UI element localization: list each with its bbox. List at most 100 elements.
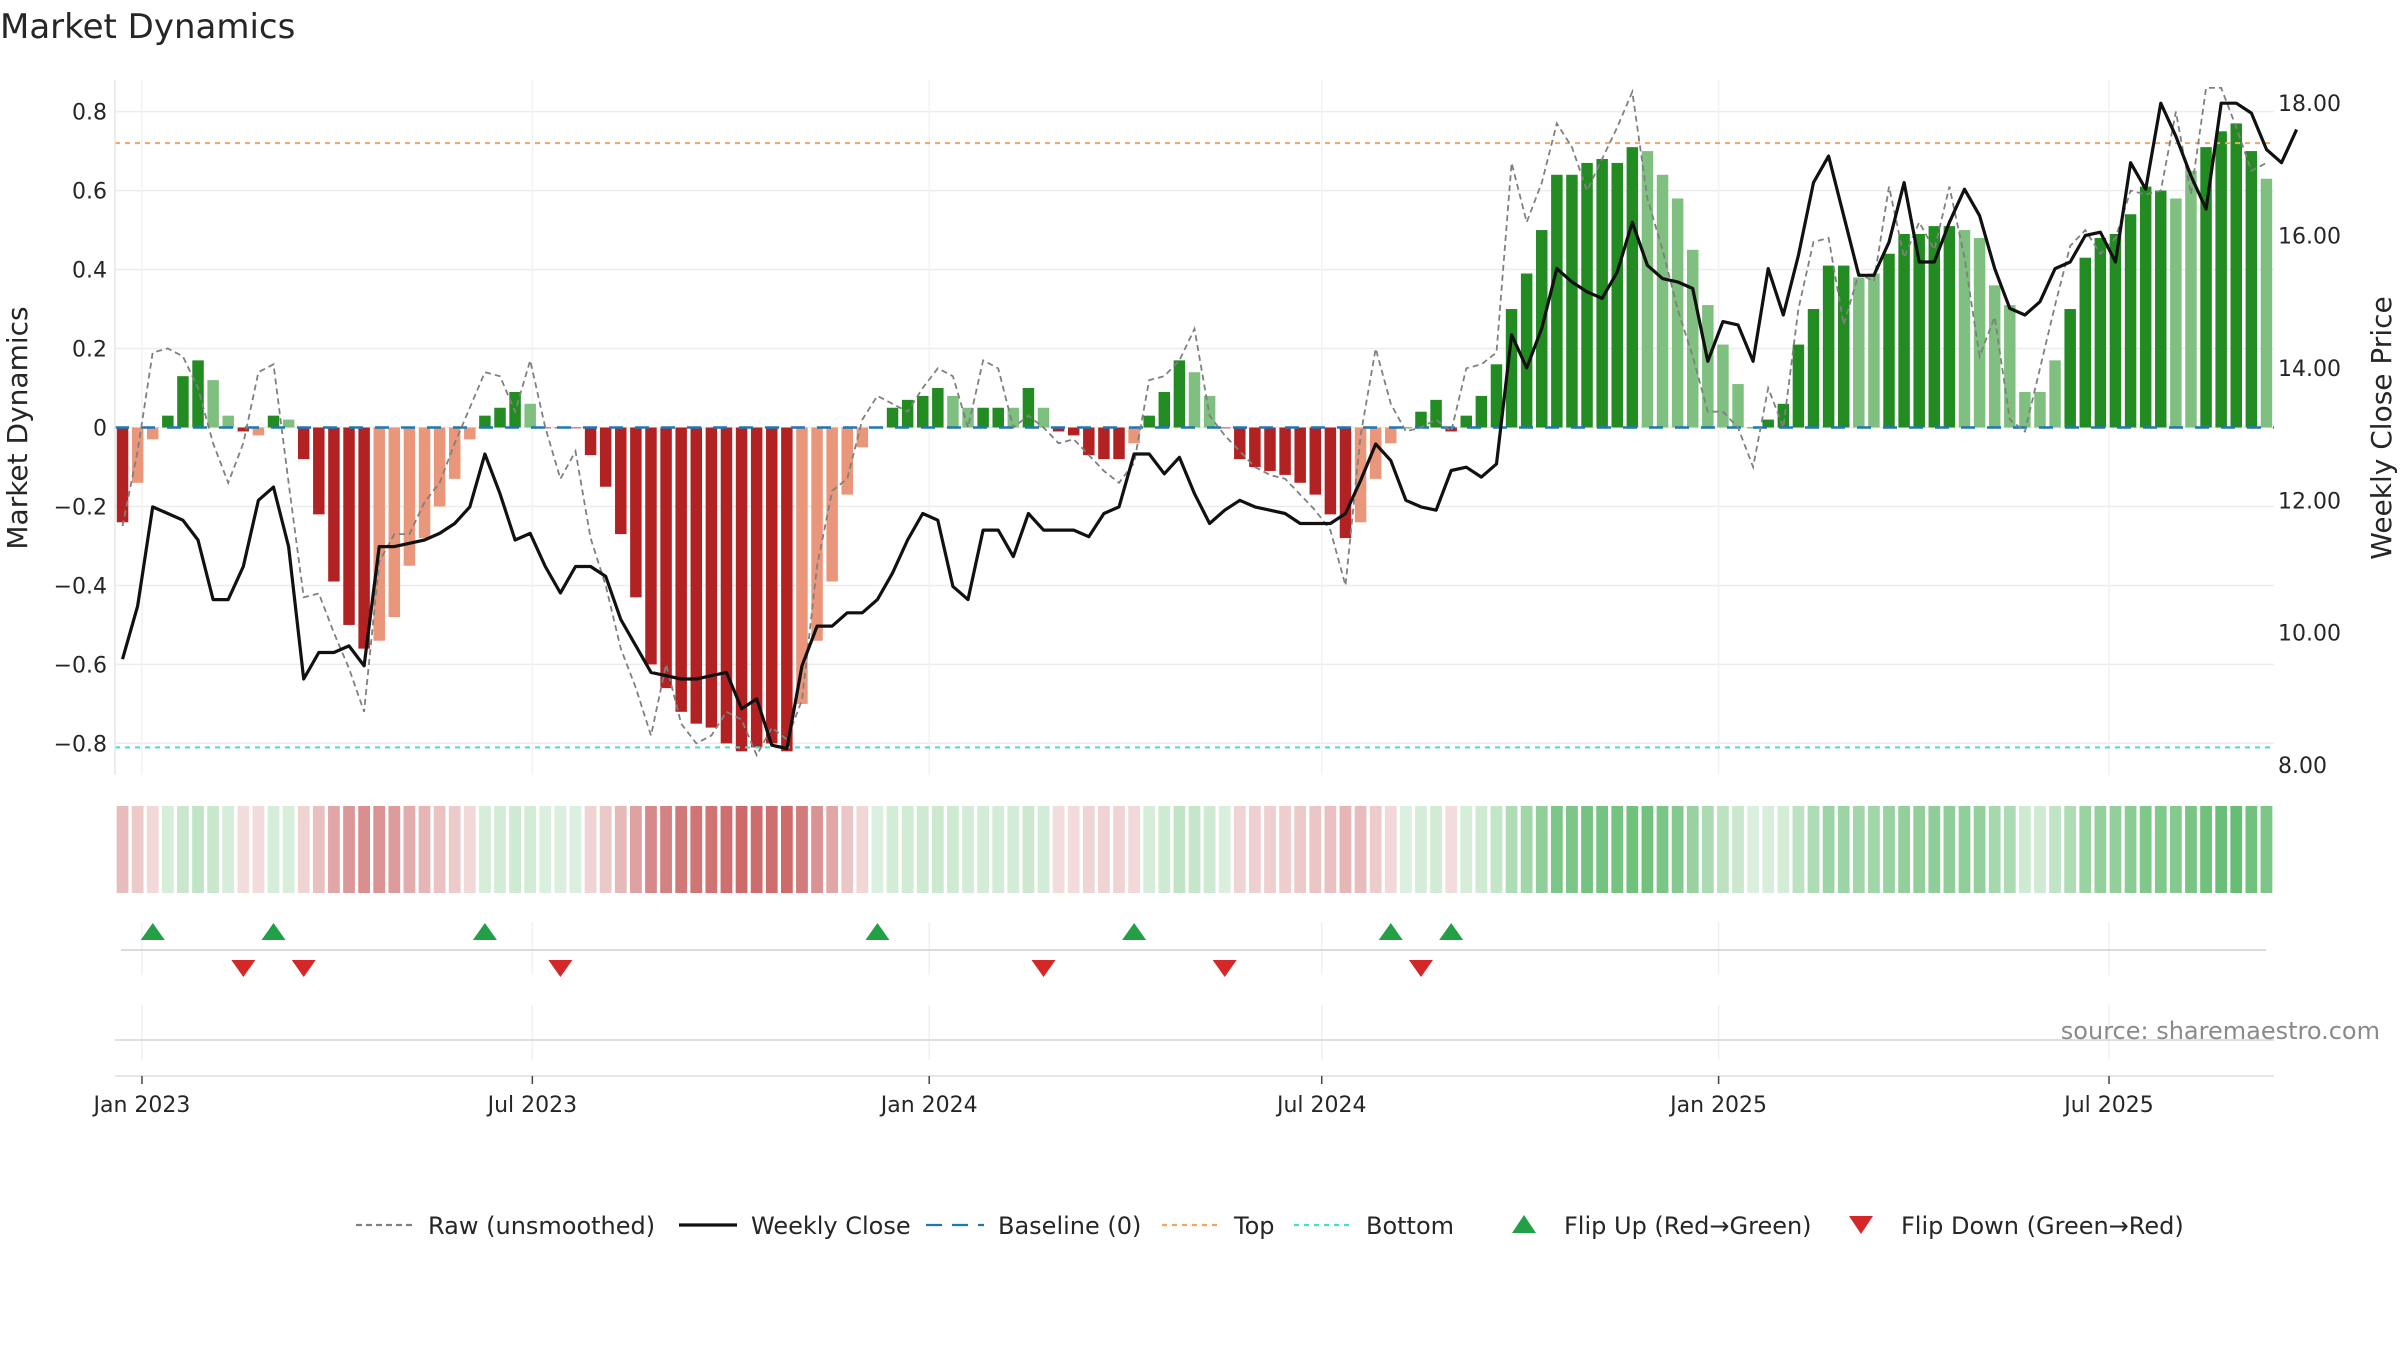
y2-tick-label: 14.00 <box>2278 357 2341 382</box>
heat-cell <box>1777 806 1790 893</box>
flip-down-marker <box>1408 960 1433 977</box>
dynamics-bar <box>448 427 461 479</box>
dynamics-bar <box>1883 253 1895 428</box>
dynamics-bar <box>1007 407 1020 428</box>
heat-cell <box>1264 806 1276 893</box>
y-axis-title: Market Dynamics <box>1 306 34 549</box>
flip-up-marker <box>1378 923 1403 940</box>
heat-cell <box>222 806 235 893</box>
heat-cell <box>1807 806 1820 893</box>
flip-up-marker <box>261 923 286 940</box>
dynamics-bar <box>2079 257 2092 428</box>
dynamics-bar <box>313 427 325 515</box>
bars <box>116 123 2273 752</box>
heat-cell <box>1747 806 1760 893</box>
dynamics-bar <box>2109 234 2122 428</box>
dynamics-bar <box>1430 399 1442 428</box>
dynamics-bar <box>328 427 340 582</box>
heat-cell <box>403 806 416 893</box>
heat-cell <box>2049 806 2061 893</box>
heat-cell <box>1566 806 1578 893</box>
dynamics-bar <box>917 395 929 428</box>
dynamics-bar <box>2034 391 2046 428</box>
heat-cell <box>962 806 974 893</box>
legend: Raw (unsmoothed) Weekly Close Baseline (0)… <box>356 1212 2184 1240</box>
heat-cell <box>1883 806 1895 893</box>
y2-tick-label: 16.00 <box>2278 225 2341 250</box>
heat-cell <box>1399 806 1412 893</box>
price-line <box>120 101 2299 751</box>
heat-cell <box>614 806 627 893</box>
dynamics-bar <box>1822 265 1835 428</box>
flip-up-marker <box>865 923 890 940</box>
dynamics-bar <box>539 427 552 429</box>
heat-cell <box>1701 806 1714 893</box>
heat-cell <box>1852 806 1865 893</box>
dynamics-bar <box>1188 372 1201 428</box>
heat-cell <box>1656 806 1669 893</box>
heat-cell <box>2230 806 2243 893</box>
heat-cell <box>433 806 446 893</box>
dynamics-bar <box>2124 214 2137 428</box>
dynamics-bar <box>1264 427 1276 471</box>
heat-cell <box>841 806 854 893</box>
heat-cell <box>735 806 748 893</box>
heat-cell <box>1505 806 1518 893</box>
heat-cell <box>1415 806 1427 893</box>
heat-cell <box>161 806 174 893</box>
heat-cell <box>1294 806 1307 893</box>
heat-cell <box>1671 806 1684 893</box>
flip-down-marker <box>231 960 256 977</box>
dynamics-bar <box>1898 234 1910 428</box>
heat-cell <box>977 806 990 893</box>
heat-cell <box>1490 806 1503 893</box>
chart-title: Market Dynamics <box>0 7 295 47</box>
heat-cell <box>207 806 220 893</box>
heat-cell <box>177 806 189 893</box>
heat-cell <box>1732 806 1744 893</box>
legend-label: Bottom <box>1366 1212 1454 1240</box>
heat-cell <box>1822 806 1835 893</box>
heat-cell <box>1203 806 1216 893</box>
heat-cell <box>780 806 793 893</box>
legend-label: Raw (unsmoothed) <box>428 1212 655 1240</box>
dynamics-bar <box>1520 273 1533 428</box>
heat-cell <box>750 806 763 893</box>
dynamics-bar <box>1460 415 1472 428</box>
heat-cell <box>328 806 340 893</box>
dynamics-bar <box>1415 411 1427 428</box>
raw-line <box>121 87 2267 758</box>
dynamics-bar <box>901 399 914 428</box>
heat-cell <box>524 806 537 893</box>
heat-cell <box>645 806 657 893</box>
heat-cell <box>1460 806 1473 893</box>
dynamics-bar <box>1052 427 1065 432</box>
dynamics-bar <box>1868 273 1880 428</box>
heat-cell <box>1143 806 1156 893</box>
dynamics-bar <box>2064 309 2076 428</box>
dynamics-bar <box>1385 427 1397 444</box>
heat-cell <box>871 806 884 893</box>
dynamics-bar <box>1853 277 1865 428</box>
heat-cell <box>796 806 808 893</box>
heat-cell <box>463 806 476 893</box>
heat-cell <box>1596 806 1609 893</box>
heat-cell <box>2200 806 2212 893</box>
heat-cell <box>1324 806 1337 893</box>
dynamics-bar <box>1717 344 1729 428</box>
dynamics-bar <box>1113 427 1125 460</box>
heat-cell <box>1052 806 1065 893</box>
legend-label: Weekly Close <box>751 1212 911 1240</box>
dynamics-bar <box>1702 305 1714 428</box>
dynamics-bar <box>1128 427 1140 444</box>
heat-cell <box>2109 806 2122 893</box>
dynamics-bar <box>1656 174 1669 428</box>
heat-strip <box>116 806 2273 893</box>
heat-cell <box>1218 806 1231 893</box>
x-tick-label: Jul 2024 <box>1275 1093 1367 1118</box>
x-tick-label: Jul 2023 <box>486 1093 578 1118</box>
dynamics-bar <box>1551 174 1563 428</box>
dynamics-bar <box>932 388 944 428</box>
heat-cell <box>539 806 552 893</box>
